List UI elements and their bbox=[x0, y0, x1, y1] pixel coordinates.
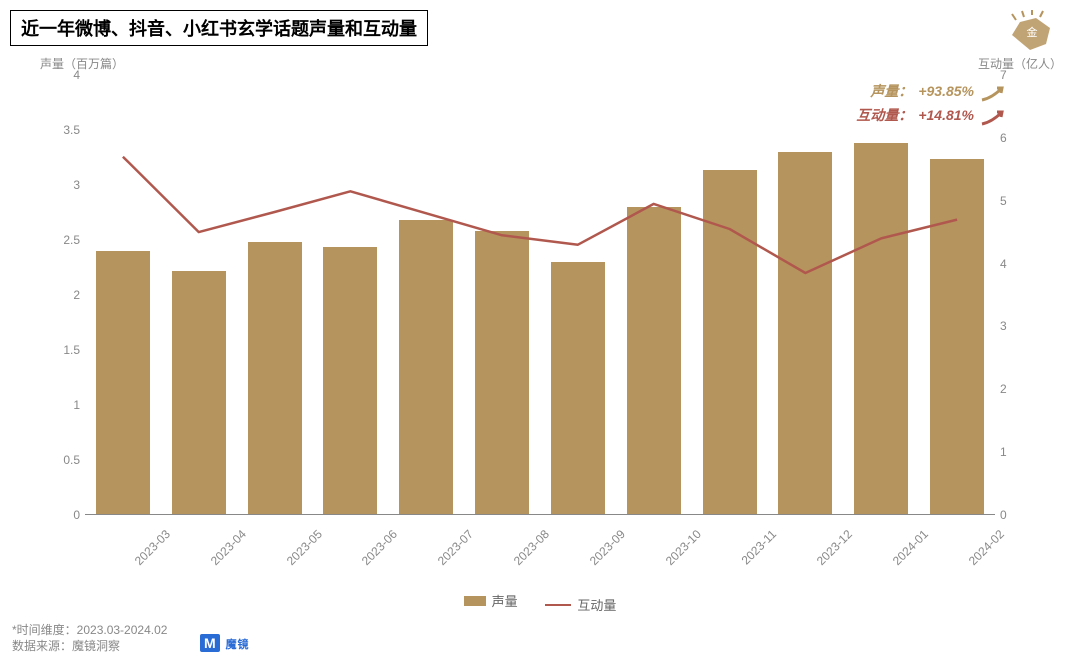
legend-bar-swatch-icon bbox=[464, 596, 486, 606]
x-tick-label: 2023-10 bbox=[663, 527, 704, 568]
footer-source: 数据来源：魔镜洞察 bbox=[12, 638, 167, 654]
x-tick-label: 2023-04 bbox=[208, 527, 249, 568]
footer-notes: *时间维度：2023.03-2024.02 数据来源：魔镜洞察 bbox=[12, 622, 167, 654]
legend-line-swatch-icon bbox=[545, 604, 571, 606]
y-left-tick: 0.5 bbox=[40, 453, 80, 467]
y-right-tick: 7 bbox=[1000, 68, 1040, 82]
x-tick-label: 2023-09 bbox=[587, 527, 628, 568]
line-series bbox=[85, 75, 995, 515]
y-left-tick: 3.5 bbox=[40, 123, 80, 137]
x-tick-label: 2023-03 bbox=[132, 527, 173, 568]
y-left-tick: 0 bbox=[40, 508, 80, 522]
y-left-tick: 2.5 bbox=[40, 233, 80, 247]
y-right-tick: 6 bbox=[1000, 131, 1040, 145]
source-logo: M 魔镜 bbox=[200, 635, 250, 652]
y-right-ticks: 01234567 bbox=[1000, 75, 1040, 515]
y-right-tick: 3 bbox=[1000, 319, 1040, 333]
y-left-ticks: 00.511.522.533.54 bbox=[40, 75, 80, 515]
y-left-tick: 1.5 bbox=[40, 343, 80, 357]
y-right-tick: 4 bbox=[1000, 257, 1040, 271]
y-left-tick: 3 bbox=[40, 178, 80, 192]
y-right-tick: 0 bbox=[1000, 508, 1040, 522]
x-tick-label: 2023-07 bbox=[435, 527, 476, 568]
legend-line-label: 互动量 bbox=[577, 595, 616, 614]
legend-bar-label: 声量 bbox=[492, 591, 518, 610]
footer-time-range: *时间维度：2023.03-2024.02 bbox=[12, 622, 167, 638]
y-left-tick: 1 bbox=[40, 398, 80, 412]
legend: 声量 互动量 bbox=[0, 591, 1080, 614]
y-left-tick: 4 bbox=[40, 68, 80, 82]
x-tick-label: 2023-12 bbox=[814, 527, 855, 568]
y-right-tick: 5 bbox=[1000, 194, 1040, 208]
x-tick-label: 2023-08 bbox=[511, 527, 552, 568]
x-tick-label: 2024-02 bbox=[966, 527, 1007, 568]
legend-line: 互动量 bbox=[545, 595, 616, 614]
svg-text:金: 金 bbox=[1027, 25, 1038, 39]
y-left-tick: 2 bbox=[40, 288, 80, 302]
y-right-tick: 1 bbox=[1000, 445, 1040, 459]
x-axis-line bbox=[85, 514, 995, 515]
brand-logo: 金 bbox=[1002, 10, 1062, 55]
plot-region bbox=[85, 75, 995, 515]
chart-title: 近一年微博、抖音、小红书玄学话题声量和互动量 bbox=[10, 10, 428, 46]
x-tick-label: 2024-01 bbox=[890, 527, 931, 568]
x-tick-label: 2023-06 bbox=[359, 527, 400, 568]
chart-area: 00.511.522.533.54 01234567 2023-032023-0… bbox=[40, 75, 1040, 545]
legend-bar: 声量 bbox=[464, 591, 518, 610]
y-right-tick: 2 bbox=[1000, 382, 1040, 396]
x-tick-label: 2023-05 bbox=[283, 527, 324, 568]
x-tick-label: 2023-11 bbox=[738, 527, 778, 567]
